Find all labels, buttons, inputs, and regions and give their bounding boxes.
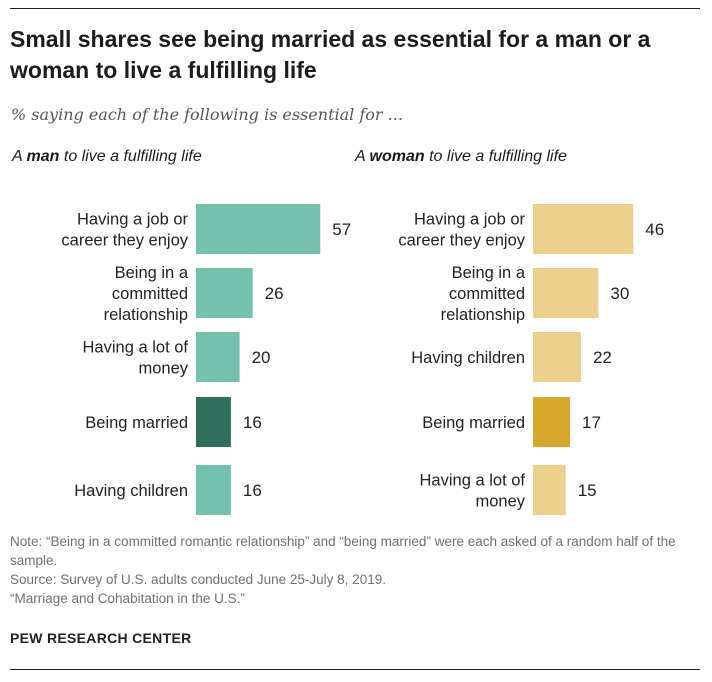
- man-category-label-line: Being in a: [115, 264, 189, 282]
- man-category-label-2: Being in a committed relationship: [104, 264, 189, 324]
- panel-title-man-suffix: to live a fulfilling life: [59, 148, 202, 165]
- man-category-label-line: committed: [112, 285, 188, 303]
- chart-subtitle: % saying each of the following is essent…: [11, 105, 403, 124]
- note-text: Note: “Being in a committed romantic rel…: [10, 534, 676, 568]
- man-bar-4: [196, 397, 231, 447]
- man-value-label-3: 20: [252, 348, 271, 367]
- chart-title: Small shares see being married as essent…: [10, 26, 651, 83]
- woman-category-label-line: Being married: [422, 414, 525, 432]
- man-value-label-1: 57: [332, 220, 351, 239]
- woman-category-label-line: Having children: [411, 349, 525, 367]
- woman-category-label-line: Being in a: [452, 264, 526, 282]
- panel-title-woman-prefix: A: [355, 148, 370, 165]
- man-category-label-5: Having children: [74, 482, 188, 500]
- panel-title-woman: A woman to live a fulfilling life: [355, 148, 567, 166]
- woman-value-label-3: 22: [593, 348, 612, 367]
- top-rule: [10, 8, 700, 9]
- man-category-label-3: Having a lot of money: [83, 339, 189, 378]
- man-value-label-5: 16: [243, 481, 262, 500]
- man-category-label-line: career they enjoy: [61, 232, 188, 250]
- woman-bar-3: [533, 332, 581, 382]
- woman-value-label-4: 17: [582, 413, 601, 432]
- man-value-label-2: 26: [265, 284, 284, 303]
- man-bar-3: [196, 332, 240, 382]
- woman-category-label-line: relationship: [441, 306, 525, 324]
- woman-bar-4: [533, 397, 571, 447]
- panel-title-woman-suffix: to live a fulfilling life: [424, 148, 567, 165]
- woman-category-label-line: career they enjoy: [398, 232, 525, 250]
- woman-category-label-5: Having a lot of money: [420, 472, 526, 511]
- woman-value-label-1: 46: [645, 220, 664, 239]
- report-title: “Marriage and Cohabitation in the U.S.”: [10, 591, 245, 606]
- man-category-label-4: Being married: [85, 414, 188, 432]
- woman-value-label-2: 30: [610, 284, 629, 303]
- man-category-label-line: Having children: [74, 482, 188, 500]
- notes: Note: “Being in a committed romantic rel…: [10, 532, 705, 608]
- woman-value-label-5: 15: [578, 481, 597, 500]
- woman-bar-1: [533, 204, 634, 254]
- panel-title-man-prefix: A: [12, 148, 27, 165]
- man-bar-2: [196, 268, 253, 318]
- man-category-label-line: Being married: [85, 414, 188, 432]
- man-bar-5: [196, 465, 231, 515]
- man-bar-1: [196, 204, 321, 254]
- woman-bar-5: [533, 465, 566, 515]
- man-category-label-line: Having a job or: [77, 211, 188, 229]
- man-category-label-1: Having a job or career they enjoy: [61, 211, 188, 250]
- man-value-label-4: 16: [243, 413, 262, 432]
- man-category-label-line: money: [138, 360, 188, 378]
- woman-category-label-3: Having children: [411, 349, 525, 367]
- pew-logo: PEW RESEARCH CENTER: [10, 630, 192, 646]
- panel-title-man: A man to live a fulfilling life: [12, 148, 202, 166]
- woman-bar-2: [533, 268, 599, 318]
- woman-category-label-line: money: [475, 493, 525, 511]
- man-category-label-line: relationship: [104, 306, 188, 324]
- source-text: Source: Survey of U.S. adults conducted …: [10, 572, 386, 587]
- bottom-rule: [10, 669, 700, 670]
- woman-category-label-2: Being in a committed relationship: [441, 264, 526, 324]
- woman-category-label-line: Having a lot of: [420, 472, 526, 490]
- woman-category-label-4: Being married: [422, 414, 525, 432]
- woman-category-label-1: Having a job or career they enjoy: [398, 211, 525, 250]
- panel-title-man-bold: man: [26, 148, 60, 165]
- panel-title-woman-bold: woman: [369, 148, 425, 165]
- man-category-label-line: Having a lot of: [83, 339, 189, 357]
- woman-category-label-line: committed: [449, 285, 525, 303]
- woman-category-label-line: Having a job or: [414, 211, 525, 229]
